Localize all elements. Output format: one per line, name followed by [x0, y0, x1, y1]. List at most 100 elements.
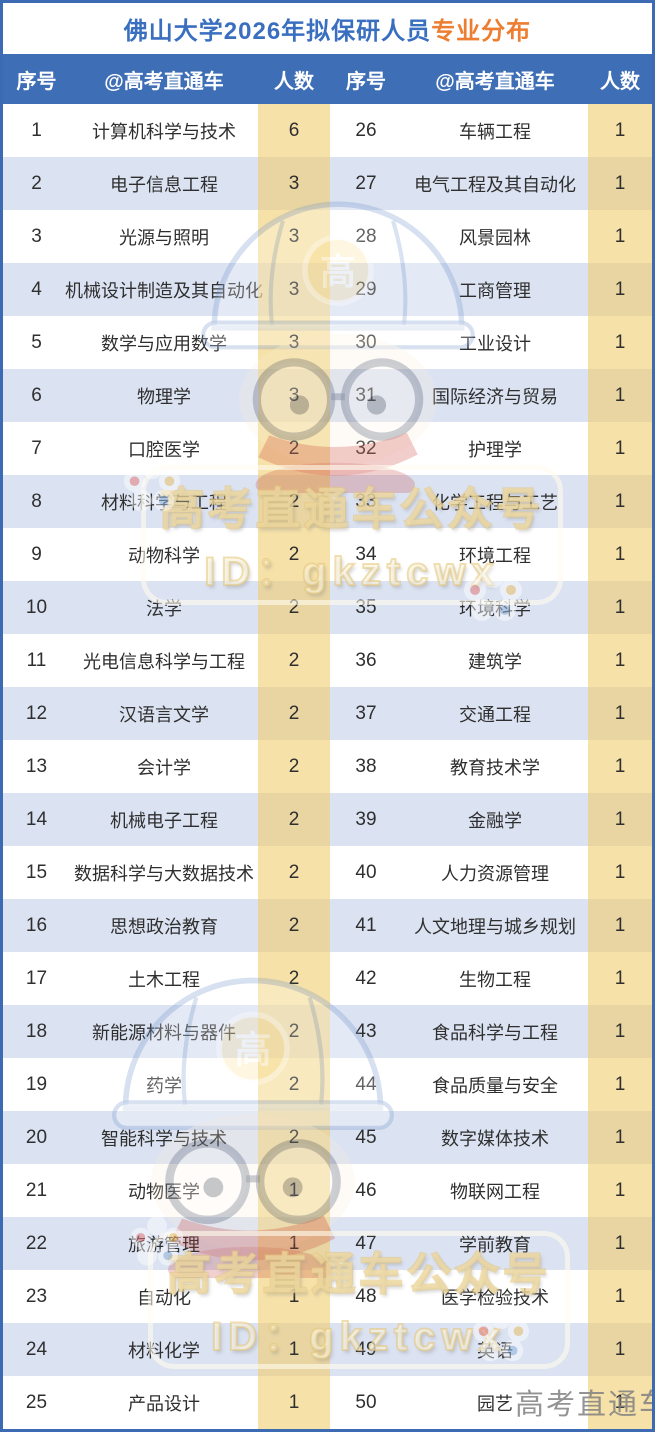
- cell-left-major: 动物医学: [128, 1181, 200, 1202]
- table-row: 14 机械电子工程 2 39 金融学 1: [3, 793, 652, 846]
- cell-left-major: 材料科学与工程: [101, 492, 227, 513]
- header-right-count: 人数: [600, 70, 640, 93]
- cell-left-major: 土木工程: [128, 969, 200, 990]
- page-title: 佛山大学2026年拟保研人员 专业分布: [3, 3, 652, 54]
- cell-left-count: 2: [258, 952, 330, 1005]
- cell-right-index: 45: [355, 1126, 377, 1148]
- brand-watermark: 高考直通车: [515, 1389, 655, 1421]
- cell-right-count: 1: [588, 1164, 652, 1217]
- cell-right-major: 交通工程: [459, 704, 531, 725]
- cell-left-major: 会计学: [137, 757, 191, 778]
- cell-left-index: 16: [25, 914, 48, 936]
- cell-right-index: 50: [355, 1391, 377, 1413]
- table-row: 22 旅游管理 1 47 学前教育 1: [3, 1217, 652, 1270]
- cell-left-count: 1: [258, 1164, 330, 1217]
- cell-right-count: 1: [588, 1217, 652, 1270]
- table-row: 11 光电信息科学与工程 2 36 建筑学 1: [3, 634, 652, 687]
- cell-right-major: 物联网工程: [450, 1181, 540, 1202]
- table-row: 24 材料化学 1 49 英语 1: [3, 1323, 652, 1376]
- cell-right-count: 1: [588, 475, 652, 528]
- cell-left-count: 2: [258, 899, 330, 952]
- cell-left-major: 电子信息工程: [110, 174, 218, 195]
- cell-left-major: 光源与照明: [119, 227, 209, 248]
- cell-left-index: 15: [25, 861, 48, 883]
- cell-right-count: 1: [588, 634, 652, 687]
- cell-left-count: 2: [258, 528, 330, 581]
- cell-right-major: 食品质量与安全: [432, 1075, 558, 1096]
- cell-left-count: 2: [258, 634, 330, 687]
- cell-left-index: 3: [31, 225, 42, 247]
- cell-left-index: 13: [25, 755, 48, 777]
- table-row: 9 动物科学 2 34 环境工程 1: [3, 528, 652, 581]
- cell-right-index: 41: [355, 914, 377, 936]
- cell-left-major: 新能源材料与器件: [92, 1022, 236, 1043]
- cell-left-count: 1: [258, 1376, 330, 1429]
- cell-left-index: 18: [25, 1020, 48, 1042]
- table-row: 5 数学与应用数学 3 30 工业设计 1: [3, 316, 652, 369]
- cell-right-major: 教育技术学: [450, 757, 540, 778]
- cell-right-major: 环境工程: [459, 545, 531, 566]
- cell-left-count: 2: [258, 687, 330, 740]
- cell-left-index: 9: [31, 543, 42, 565]
- header-right-index: 序号: [346, 70, 386, 93]
- table-row: 25 产品设计 1 50 园艺 1: [3, 1376, 652, 1429]
- cell-left-major: 机械电子工程: [110, 810, 218, 831]
- cell-right-count: 1: [588, 952, 652, 1005]
- cell-left-count: 3: [258, 157, 330, 210]
- title-main: 佛山大学2026年拟保研人员: [123, 18, 432, 45]
- table-row: 2 电子信息工程 3 27 电气工程及其自动化 1: [3, 157, 652, 210]
- cell-right-major: 生物工程: [459, 969, 531, 990]
- cell-left-count: 3: [258, 263, 330, 316]
- cell-right-index: 48: [355, 1285, 377, 1307]
- cell-right-index: 29: [355, 278, 377, 300]
- cell-right-count: 1: [588, 793, 652, 846]
- cell-right-count: 1: [588, 1323, 652, 1376]
- cell-right-index: 37: [355, 702, 377, 724]
- cell-left-count: 3: [258, 369, 330, 422]
- cell-left-major: 计算机科学与技术: [92, 121, 236, 142]
- cell-left-index: 6: [31, 384, 42, 406]
- cell-left-major: 智能科学与技术: [101, 1128, 227, 1149]
- cell-right-index: 31: [355, 384, 377, 406]
- table-row: 1 计算机科学与技术 6 26 车辆工程 1: [3, 104, 652, 157]
- cell-left-major: 汉语言文学: [119, 704, 209, 725]
- cell-right-index: 27: [355, 172, 377, 194]
- cell-left-count: 1: [258, 1323, 330, 1376]
- table-row: 4 机械设计制造及其自动化 3 29 工商管理 1: [3, 263, 652, 316]
- table-row: 10 法学 2 35 环境科学 1: [3, 581, 652, 634]
- cell-right-index: 34: [355, 543, 377, 565]
- cell-right-major: 车辆工程: [459, 121, 531, 142]
- table-body: 1 计算机科学与技术 6 26 车辆工程 1 2 电子信息工程 3 27 电气工…: [3, 104, 652, 1429]
- cell-left-major: 口腔医学: [128, 439, 200, 460]
- header-left-major: @高考直通车: [104, 70, 224, 93]
- cell-right-index: 43: [355, 1020, 377, 1042]
- table-row: 13 会计学 2 38 教育技术学 1: [3, 740, 652, 793]
- cell-left-count: 3: [258, 210, 330, 263]
- cell-left-index: 23: [25, 1285, 48, 1307]
- table-row: 15 数据科学与大数据技术 2 40 人力资源管理 1: [3, 846, 652, 899]
- cell-right-index: 30: [355, 331, 377, 353]
- cell-right-major: 医学检验技术: [441, 1287, 549, 1308]
- cell-left-major: 数据科学与大数据技术: [74, 863, 254, 884]
- cell-left-major: 动物科学: [128, 545, 200, 566]
- cell-left-major: 药学: [146, 1075, 182, 1096]
- cell-right-index: 47: [355, 1232, 377, 1254]
- cell-right-count: 1: [588, 1270, 652, 1323]
- cell-right-count: 1: [588, 687, 652, 740]
- cell-left-major: 数学与应用数学: [101, 333, 227, 354]
- cell-right-major: 园艺: [477, 1393, 513, 1414]
- table-row: 16 思想政治教育 2 41 人文地理与城乡规划 1: [3, 899, 652, 952]
- cell-right-count: 1: [588, 369, 652, 422]
- table-row: 7 口腔医学 2 32 护理学 1: [3, 422, 652, 475]
- cell-left-major: 产品设计: [128, 1393, 200, 1414]
- cell-right-major: 国际经济与贸易: [432, 386, 558, 407]
- cell-right-count: 1: [588, 740, 652, 793]
- cell-right-count: 1: [588, 581, 652, 634]
- cell-right-index: 35: [355, 596, 377, 618]
- cell-right-major: 食品科学与工程: [432, 1022, 558, 1043]
- table-row: 19 药学 2 44 食品质量与安全 1: [3, 1058, 652, 1111]
- cell-left-index: 8: [31, 490, 42, 512]
- cell-left-major: 思想政治教育: [110, 916, 218, 937]
- cell-left-index: 11: [26, 649, 47, 671]
- cell-right-major: 金融学: [468, 810, 522, 831]
